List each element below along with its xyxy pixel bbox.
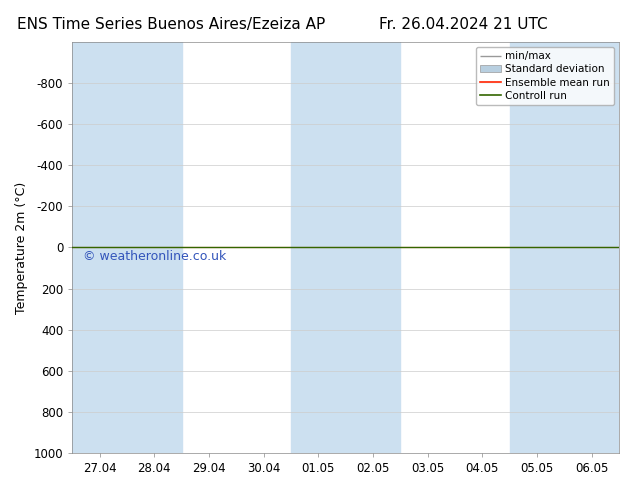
Bar [291, 42, 400, 453]
Text: © weatheronline.co.uk: © weatheronline.co.uk [83, 249, 226, 263]
Text: Fr. 26.04.2024 21 UTC: Fr. 26.04.2024 21 UTC [378, 17, 547, 32]
Text: ENS Time Series Buenos Aires/Ezeiza AP: ENS Time Series Buenos Aires/Ezeiza AP [17, 17, 325, 32]
Bar [510, 42, 619, 453]
Legend: min/max, Standard deviation, Ensemble mean run, Controll run: min/max, Standard deviation, Ensemble me… [476, 47, 614, 105]
Y-axis label: Temperature 2m (°C): Temperature 2m (°C) [15, 181, 28, 314]
Bar [72, 42, 181, 453]
